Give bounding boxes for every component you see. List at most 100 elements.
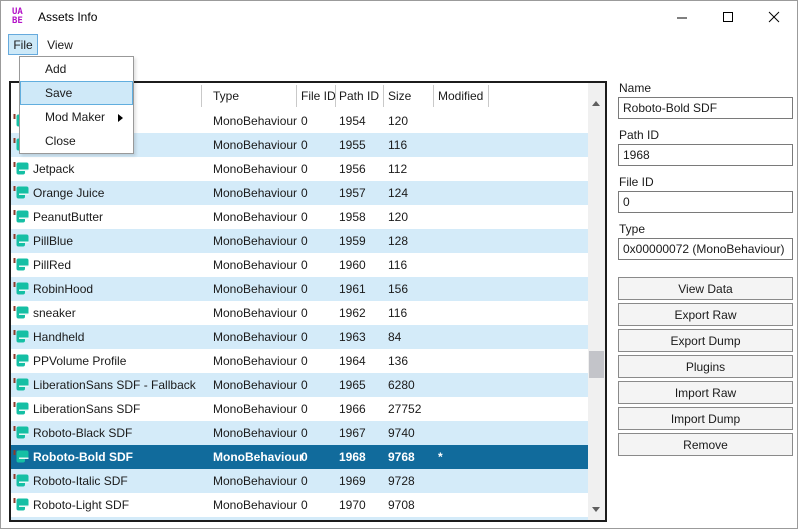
table-row[interactable]: RobinHood MonoBehaviour 0 1961 156 [11, 277, 605, 301]
minimize-button[interactable] [659, 1, 705, 32]
table-row[interactable]: LiberationSans SDF MonoBehaviour 0 1966 2775… [11, 397, 605, 421]
cell-path-id: 1958 [339, 210, 366, 224]
cell-name: Roboto-Black SDF [33, 426, 133, 440]
title-bar: UA BE Assets Info [1, 1, 797, 33]
scroll-down-icon[interactable] [592, 507, 600, 512]
asset-table: Type File ID Path ID Size Modified MonoBehav… [9, 81, 607, 522]
vertical-scrollbar[interactable] [588, 83, 605, 520]
cell-size: 6280 [388, 378, 415, 392]
plugins-button[interactable]: Plugins [618, 355, 793, 378]
asset-script-icon [13, 473, 29, 489]
import-dump-button[interactable]: Import Dump [618, 407, 793, 430]
table-row[interactable]: Roboto-Light SDF MonoBehaviour 0 1970 9708 [11, 493, 605, 517]
field-label-name: Name [619, 81, 652, 95]
cell-size: 9768 [388, 450, 415, 464]
cell-size: 9708 [388, 498, 415, 512]
field-label-path-id: Path ID [619, 128, 660, 142]
table-row[interactable]: Roboto-Black SDF MonoBehaviour 0 1967 9740 [11, 421, 605, 445]
cell-file-id: 0 [301, 474, 308, 488]
maximize-button[interactable] [705, 1, 751, 32]
column-separator [488, 85, 489, 107]
cell-type: MonoBehaviour [213, 114, 298, 128]
scroll-up-icon[interactable] [592, 101, 600, 106]
table-rows: MonoBehaviour 0 1954 120 MonoBehaviour 0 1955 1… [11, 109, 605, 520]
table-row[interactable]: Orange Juice MonoBehaviour 0 1957 124 [11, 181, 605, 205]
export-raw-button[interactable]: Export Raw [618, 303, 793, 326]
logo-line-2: BE [12, 16, 23, 26]
table-row[interactable]: PillRed MonoBehaviour 0 1960 116 [11, 253, 605, 277]
cell-name: Orange Juice [33, 186, 105, 200]
scrollbar-thumb[interactable] [589, 351, 604, 378]
cell-name: sneaker [33, 306, 76, 320]
table-row[interactable]: Handheld MonoBehaviour 0 1963 84 [11, 325, 605, 349]
file-id-input[interactable] [618, 191, 793, 213]
name-input[interactable] [618, 97, 793, 119]
cell-type: MonoBehaviour [213, 426, 298, 440]
cell-type: MonoBehaviour [213, 306, 298, 320]
column-separator [383, 85, 384, 107]
type-input[interactable] [618, 238, 793, 260]
cell-path-id: 1961 [339, 282, 366, 296]
view-data-button[interactable]: View Data [618, 277, 793, 300]
cell-path-id: 1956 [339, 162, 366, 176]
table-row[interactable]: Roboto-Italic SDF MonoBehaviour 0 1969 9728 [11, 469, 605, 493]
cell-size: 128 [388, 234, 409, 248]
cell-name: LiberationSans SDF - Fallback [33, 378, 196, 392]
cell-path-id: 1966 [339, 402, 366, 416]
menu-item-mod-maker[interactable]: Mod Maker [20, 105, 133, 129]
asset-script-icon [13, 257, 29, 273]
menu-view[interactable]: View [47, 37, 73, 52]
column-header-file-id[interactable]: File ID [301, 89, 336, 103]
cell-size: 120 [388, 114, 409, 128]
cell-file-id: 0 [301, 162, 308, 176]
export-dump-button[interactable]: Export Dump [618, 329, 793, 352]
column-header-size[interactable]: Size [388, 89, 412, 103]
column-header-path-id[interactable]: Path ID [339, 89, 380, 103]
cell-size: 156 [388, 282, 409, 296]
maximize-icon [723, 11, 733, 22]
cell-file-id: 0 [301, 378, 308, 392]
asset-script-icon [13, 161, 29, 177]
table-row[interactable]: Roboto-Bold SDF MonoBehaviour 0 1968 9768 * [11, 445, 605, 469]
column-header-type[interactable]: Type [213, 89, 240, 103]
menu-item-add[interactable]: Add [45, 62, 67, 76]
close-button[interactable] [751, 1, 797, 32]
field-label-type: Type [619, 222, 646, 236]
table-row[interactable]: sneaker MonoBehaviour 0 1962 116 [11, 301, 605, 325]
cell-path-id: 1960 [339, 258, 366, 272]
column-separator [296, 85, 297, 107]
table-row[interactable]: Jetpack MonoBehaviour 0 1956 112 [11, 157, 605, 181]
import-raw-button[interactable]: Import Raw [618, 381, 793, 404]
cell-size: 84 [388, 330, 402, 344]
cell-type: MonoBehaviour [213, 378, 298, 392]
asset-script-icon [13, 209, 29, 225]
column-separator [201, 85, 202, 107]
cell-path-id: 1954 [339, 114, 366, 128]
table-row[interactable]: PPVolume Profile MonoBehaviour 0 1964 136 [11, 349, 605, 373]
cell-path-id: 1969 [339, 474, 366, 488]
cell-size: 116 [388, 138, 408, 152]
logo-line-1: UA [12, 7, 23, 17]
cell-modified: * [438, 450, 443, 464]
cell-type: MonoBehaviour [213, 330, 298, 344]
cell-name: PillBlue [33, 234, 74, 248]
table-row[interactable]: PillBlue MonoBehaviour 0 1959 128 [11, 229, 605, 253]
cell-size: 116 [388, 258, 408, 272]
cell-name: PeanutButter [33, 210, 104, 224]
column-header-modified[interactable]: Modified [438, 89, 484, 103]
path-id-input[interactable] [618, 144, 793, 166]
remove-button[interactable]: Remove [618, 433, 793, 456]
cell-file-id: 0 [301, 114, 308, 128]
cell-size: 124 [388, 186, 409, 200]
table-row[interactable]: PeanutButter MonoBehaviour 0 1958 120 [11, 205, 605, 229]
cell-path-id: 1959 [339, 234, 366, 248]
menu-item-close[interactable]: Close [45, 134, 76, 148]
cell-type: MonoBehaviour [213, 282, 298, 296]
cell-file-id: 0 [301, 210, 308, 224]
cell-size: 136 [388, 354, 409, 368]
menu-file[interactable]: File [8, 34, 38, 55]
asset-script-icon [13, 401, 29, 417]
menu-item-save[interactable]: Save [20, 81, 133, 105]
table-row[interactable]: LiberationSans SDF - Fallback MonoBehavio… [11, 373, 605, 397]
cell-name: Roboto-Bold SDF [33, 450, 133, 464]
